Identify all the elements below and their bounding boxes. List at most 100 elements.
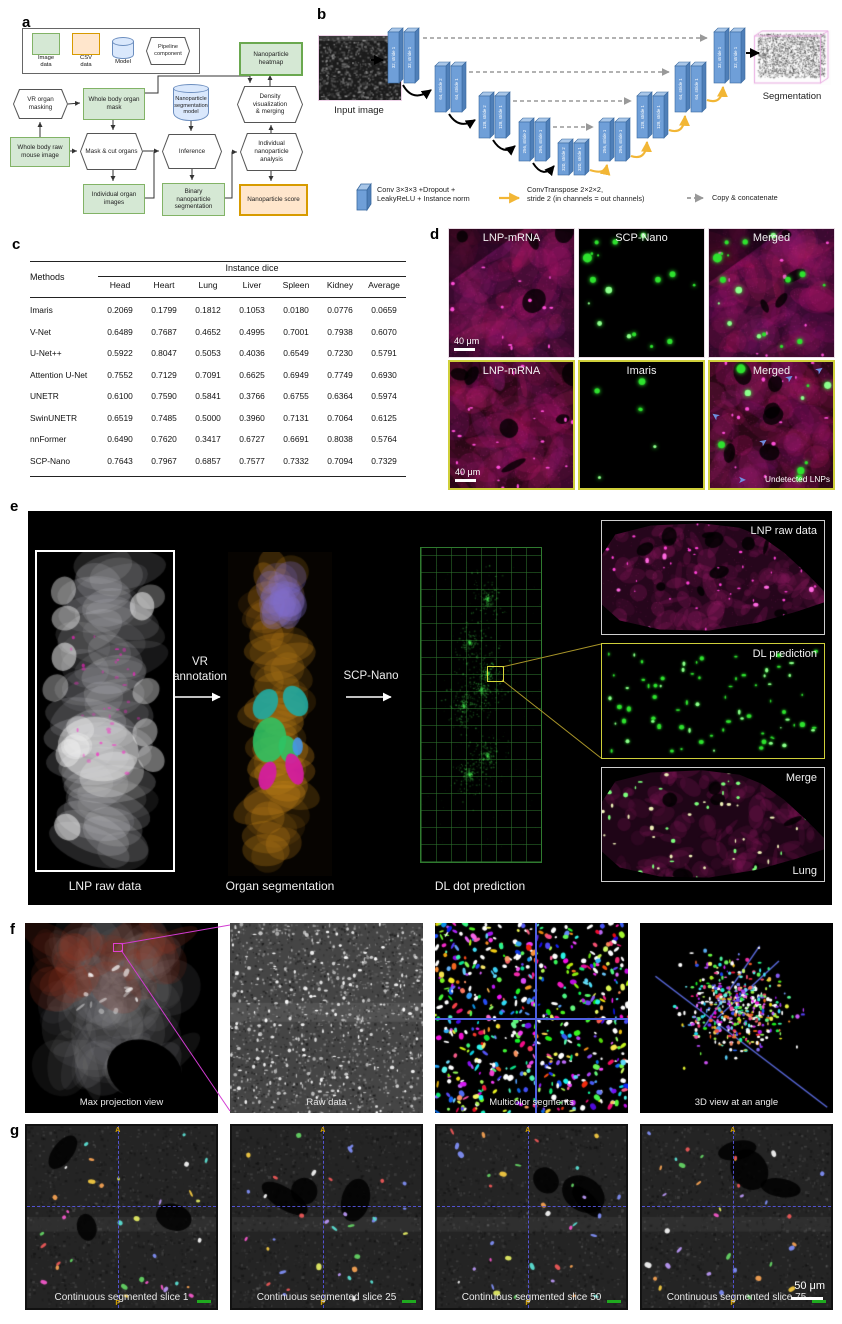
table-value-cell: 0.6519: [107, 412, 133, 423]
g-tile-slice: A P Continuous segmented slice 1: [25, 1124, 218, 1310]
unet-block-label: 128, stride 1: [640, 105, 645, 129]
panel-label-a: a: [22, 14, 31, 31]
unet-block: [478, 95, 491, 139]
table-value-cell: 0.6857: [195, 455, 221, 466]
unet-block: [652, 95, 665, 139]
unet-block: [598, 121, 611, 162]
table-value-cell: 0.6930: [371, 369, 397, 380]
unet-block: [690, 65, 703, 113]
crosshair-horizontal: [232, 1206, 421, 1208]
posterior-marker: P: [730, 1300, 736, 1307]
crosshair-vertical: [117, 1126, 119, 1308]
flow-node-whole-body-organ-mask: Whole body organ mask: [83, 88, 145, 120]
unet-block-label: 64, stride 1: [678, 78, 683, 100]
3d-view-image: 3D view at an angle: [640, 923, 833, 1113]
flow-node-nanoparticle-heatmap: Nanoparticle heatmap: [239, 42, 303, 76]
table-column-header: Average: [368, 280, 400, 290]
flow-node-vr-organ-masking: VR organ masking: [13, 89, 68, 119]
panel-label-f: f: [10, 921, 15, 938]
vr-annotation-label: VR annotation: [173, 656, 227, 683]
panel-label-e: e: [10, 498, 19, 515]
raw-data-image: Raw data: [230, 923, 423, 1113]
d-tile-scp-nano: SCP-Nano: [578, 228, 705, 358]
legend-copy-text: Copy & concatenate: [712, 193, 778, 202]
unet-block-label: 256, stride 1: [618, 129, 623, 153]
unet-block-label: 32, stride 1: [733, 46, 738, 68]
d-tile-imaris: Imaris: [578, 360, 705, 490]
anterior-marker: A: [115, 1127, 121, 1134]
table-value-cell: 0.0180: [283, 305, 309, 315]
g-tile-slice: A P Continuous segmented slice 25: [230, 1124, 423, 1310]
unet-block: [729, 31, 742, 84]
unet-block-label: 32, stride 1: [391, 46, 396, 68]
scale-bar: 40 μm: [454, 336, 479, 351]
step-label-lnp-raw-data: LNP raw data: [68, 879, 142, 893]
crosshair-horizontal: [437, 1206, 626, 1208]
unet-block-label: 32, stride 1: [717, 46, 722, 68]
panel-label-c: c: [12, 236, 21, 253]
organ-segmentation-image: [228, 552, 332, 876]
unet-block-label: 32, stride 1: [407, 46, 412, 68]
segmentation-label: Segmentation: [762, 91, 822, 102]
legend-image-data: Image data: [32, 33, 60, 69]
table-value-cell: 0.5974: [371, 391, 397, 401]
table-value-cell: 0.7577: [239, 455, 265, 466]
table-value-cell: 0.8047: [151, 348, 177, 358]
table-value-cell: 0.7001: [283, 326, 309, 337]
table-value-cell: 0.3960: [239, 412, 265, 423]
table-rule-bottom: [30, 476, 406, 477]
table-group-header: Instance dice: [98, 263, 406, 277]
legend-pipeline-component: Pipeline component: [146, 37, 190, 65]
unet-block: [434, 65, 447, 113]
table-value-cell: 0.6755: [283, 391, 309, 401]
table-value-cell: 0.7967: [151, 455, 177, 466]
input-image-label: Input image: [334, 105, 384, 116]
table-value-cell: 0.4036: [239, 348, 265, 358]
table-column-header: Lung: [198, 280, 218, 290]
table-methods-header: Methods: [30, 272, 65, 282]
table-value-cell: 0.7643: [107, 455, 133, 466]
table-method-cell: Imaris: [30, 305, 53, 315]
table-value-cell: 0.3417: [195, 434, 221, 444]
table-method-cell: V-Net: [30, 326, 51, 337]
legend-arrow-icon: ➤: [738, 475, 747, 486]
anterior-marker: A: [320, 1127, 326, 1134]
callout-box: [113, 943, 123, 952]
dl-dot-prediction-volume: [420, 547, 542, 863]
segmented-slices-row: A P Continuous segmented slice 1 A P Con…: [25, 1124, 833, 1310]
inset-lnp-raw-data: LNP raw data: [601, 520, 825, 635]
table-method-cell: Attention U-Net: [30, 369, 88, 380]
table-value-cell: 0.5000: [195, 412, 221, 423]
orange-swatch: [72, 33, 100, 56]
table-value-cell: 0.6490: [107, 434, 133, 444]
crosshair-vertical: [732, 1126, 734, 1308]
table-value-cell: 0.7749: [327, 369, 353, 380]
posterior-marker: P: [320, 1300, 326, 1307]
table-value-cell: 0.7938: [327, 326, 353, 337]
panel-label-g: g: [10, 1122, 20, 1139]
unet-block: [614, 121, 627, 162]
segmentation-views-row: Max projection view Raw data Multicolor …: [25, 923, 833, 1113]
table-value-cell: 0.7064: [327, 412, 353, 423]
table-value-cell: 0.0659: [371, 305, 397, 315]
undetected-lnps-label: Undetected LNPs: [764, 474, 830, 484]
table-value-cell: 0.6125: [371, 412, 397, 423]
crosshair-horizontal: [27, 1206, 216, 1208]
unet-block: [387, 31, 400, 84]
unet-architecture: Input image Segmentation: [313, 8, 842, 222]
unet-block: [534, 121, 547, 162]
table-value-cell: 0.1799: [151, 305, 177, 315]
table-column-header: Head: [109, 280, 131, 290]
green-tick: [402, 1300, 416, 1303]
scale-bar: [791, 1296, 823, 1300]
table-value-cell: 0.8038: [327, 434, 353, 444]
flow-node-density-visualization-merging: Density visualization & merging: [237, 86, 303, 123]
legend-model: Model: [112, 36, 134, 66]
hexagon-icon: Pipeline component: [146, 37, 190, 65]
table-value-cell: 0.2069: [107, 305, 133, 315]
scp-nano-label: SCP-Nano: [343, 670, 399, 682]
table-value-cell: 0.3766: [239, 391, 265, 401]
table-method-cell: U-Net++: [30, 348, 62, 358]
g-tile-slice: A P Continuous segmented slice 50: [435, 1124, 628, 1310]
instance-dice-table: Instance dice Methods Head Heart Lung Liver…: [30, 261, 406, 479]
